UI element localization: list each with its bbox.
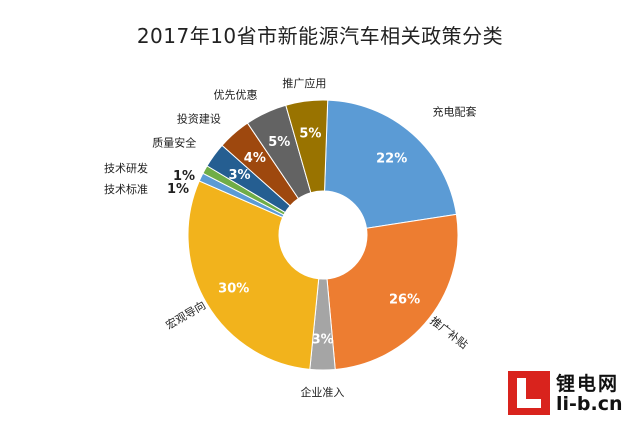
slice-value-label-3: 30% bbox=[218, 281, 249, 296]
slice-category-label-3: 宏观导向 bbox=[163, 298, 208, 332]
slice-category-label-2: 企业准入 bbox=[300, 385, 344, 399]
slice-value-label-1: 26% bbox=[389, 293, 420, 308]
slice-group bbox=[187, 99, 459, 371]
logo-mark-icon bbox=[508, 371, 550, 415]
slice-category-label-0: 充电配套 bbox=[433, 105, 477, 119]
slice-category-label-1: 推广补贴 bbox=[428, 313, 471, 351]
slice-value-label-5: 1% bbox=[173, 169, 195, 184]
slice-value-label-9: 5% bbox=[299, 126, 321, 141]
slice-value-label-6: 3% bbox=[228, 168, 250, 183]
slice-category-label-6: 质量安全 bbox=[152, 135, 196, 149]
slice-value-label-4: 1% bbox=[167, 182, 189, 197]
slice-category-label-7: 投资建设 bbox=[177, 111, 221, 125]
slice-value-label-7: 4% bbox=[244, 151, 266, 166]
slice-category-label-5: 技术研发 bbox=[104, 161, 148, 175]
slice-value-label-0: 22% bbox=[376, 152, 407, 167]
donut-hole bbox=[279, 191, 367, 279]
slice-category-label-4: 技术标准 bbox=[104, 182, 148, 196]
slice-category-label-9: 推广应用 bbox=[282, 76, 326, 90]
logo-name: 锂电网 bbox=[556, 373, 620, 395]
watermark-logo: 锂电网 li-b.cn bbox=[508, 369, 632, 421]
slice-category-label-8: 优先优惠 bbox=[213, 88, 257, 102]
slice-value-label-8: 5% bbox=[268, 135, 290, 150]
logo-domain: li-b.cn bbox=[556, 393, 623, 415]
slice-value-label-2: 3% bbox=[312, 332, 334, 347]
chart-title: 2017年10省市新能源汽车相关政策分类 bbox=[136, 24, 504, 48]
